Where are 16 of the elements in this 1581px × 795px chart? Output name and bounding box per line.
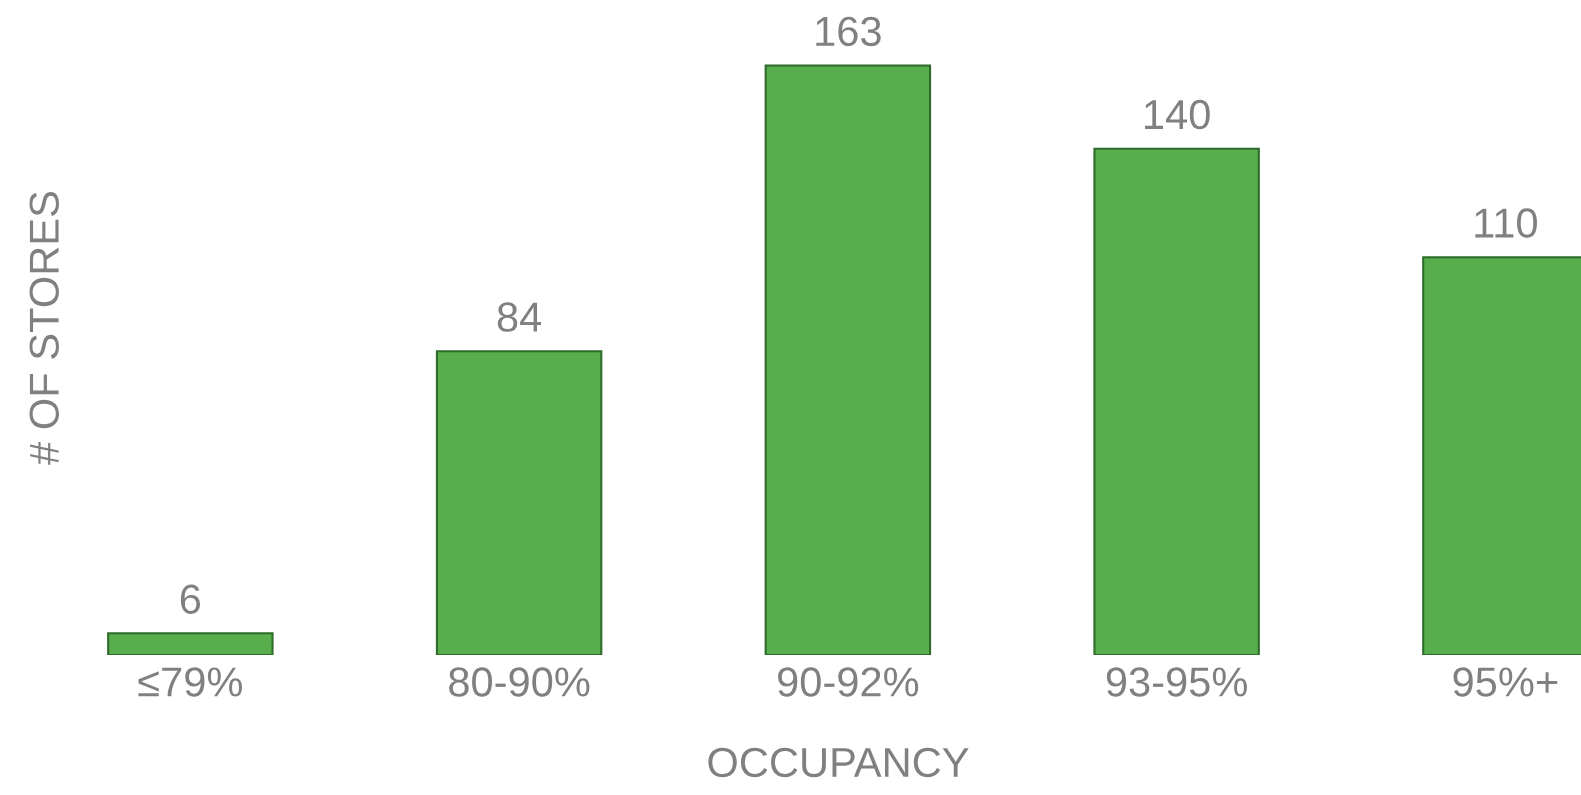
x-axis-title: OCCUPANCY bbox=[708, 747, 969, 778]
data-label: 84 bbox=[497, 302, 542, 332]
bar bbox=[107, 632, 274, 655]
bar bbox=[435, 350, 603, 655]
data-label: 6 bbox=[180, 584, 201, 614]
bar bbox=[764, 64, 932, 655]
data-label: 140 bbox=[1145, 99, 1210, 130]
data-label: 110 bbox=[1475, 208, 1537, 238]
x-tick-label: 93-95% bbox=[1106, 667, 1247, 697]
bar bbox=[1093, 147, 1260, 655]
x-tick-label: ≤79% bbox=[138, 667, 242, 697]
x-tick-label: 90-92% bbox=[778, 667, 919, 697]
x-tick-label: 80-90% bbox=[449, 667, 590, 697]
x-tick-label: 95%+ bbox=[1453, 667, 1558, 697]
y-axis-title: # OF STORES bbox=[29, 192, 59, 465]
data-label: 163 bbox=[816, 16, 881, 47]
